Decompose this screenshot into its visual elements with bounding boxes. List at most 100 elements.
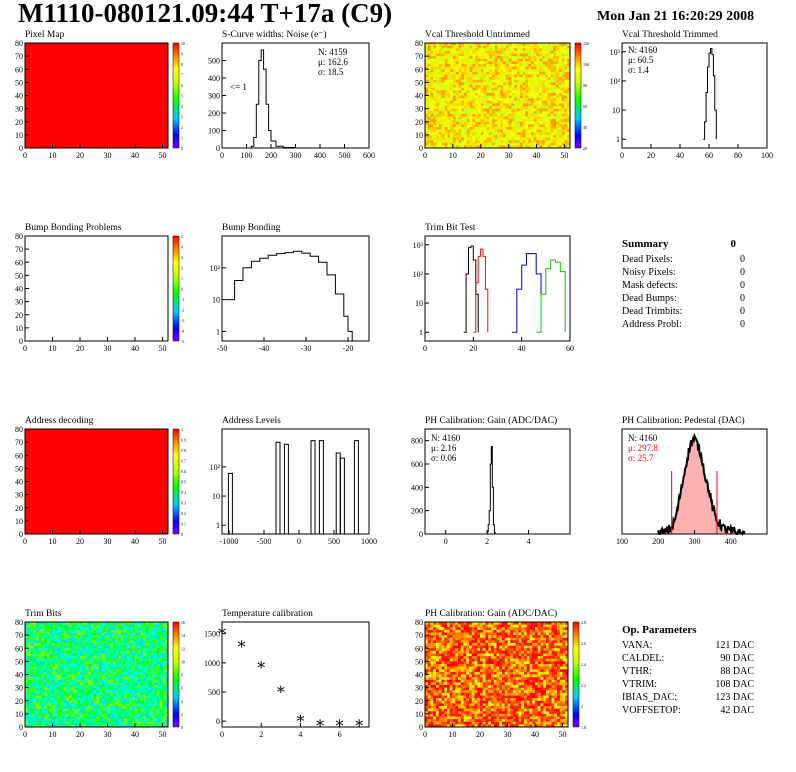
heatmap-cell [66,719,70,723]
heatmap-cell [49,703,53,707]
heatmap-cell [159,687,163,691]
heatmap-cell [93,721,97,725]
heatmap-cell [52,632,56,636]
heatmap-cell [477,98,482,102]
heatmap-cell [430,682,434,686]
heatmap-cell [427,706,431,709]
heatmap-cell [455,61,459,65]
heatmap-cell [536,53,540,57]
heatmap-cell [455,129,459,133]
heatmap-cell [544,74,548,78]
colorbar-tick-label: 6 [181,686,183,691]
colorbar-tick-label: 4 [181,699,183,704]
heatmap-cell [25,700,29,704]
heatmap-cell [544,48,548,52]
heatmap-cell [522,134,526,138]
heatmap-cell [82,629,86,633]
heatmap-cell [52,706,56,709]
heatmap-cell [450,132,454,136]
heatmap-cell [135,658,139,662]
heatmap-cell [27,658,31,662]
heatmap-cell [159,708,163,712]
heatmap-cell [525,134,529,138]
heatmap-cell [564,129,568,133]
heatmap-cell [71,661,75,665]
heatmap-cell [124,627,128,631]
heatmap-cell [69,671,73,675]
heatmap-cell [80,666,84,670]
heatmap-cell [104,624,108,628]
heatmap-cell [121,700,125,704]
heatmap-cell [438,627,442,631]
heatmap-cell [477,45,482,49]
heatmap-cell [118,627,122,631]
heatmap-cell [151,703,155,707]
heatmap-cell [71,643,75,646]
heatmap-cell [137,713,141,717]
heatmap-cell [494,77,498,81]
heatmap-cell [522,66,526,70]
heatmap-cell [536,119,540,123]
heatmap-cell [472,129,476,133]
heatmap-cell [27,643,31,646]
heatmap-cell [88,632,92,636]
underflow-annotation: <= 1 [230,82,247,92]
heatmap-cell [135,706,139,709]
heatmap-cell [77,711,81,715]
heatmap-cell [425,58,429,62]
peak [353,440,359,534]
heatmap-cell [137,690,141,694]
heatmap-cell [58,627,62,631]
stats-line: N: 4159 [318,47,348,57]
heatmap-cell [550,137,554,141]
heatmap-cell [159,674,163,678]
colorbar-tick-label: 40 [583,125,587,130]
heatmap-cell [539,116,543,120]
heatmap-cell [99,645,103,649]
heatmap-cell [553,79,557,83]
heatmap-cell [519,111,523,115]
heatmap-cell [533,106,537,109]
heatmap-cell [77,719,81,723]
heatmap-cell [41,685,45,688]
heatmap-cell [427,95,431,99]
heatmap-cell [58,635,62,639]
heatmap-cell [525,66,529,70]
heatmap-cell [96,656,100,660]
heatmap-cell [60,666,64,670]
heatmap-cell [124,632,128,636]
heatmap-cell [530,43,535,46]
heatmap-cell [533,124,537,128]
heatmap-cell [69,721,73,725]
heatmap-cell [461,140,465,144]
heatmap-cell [38,687,42,691]
x-tick-label: 40 [131,344,139,353]
heatmap-cell [511,129,515,133]
heatmap-cell [547,121,551,125]
heatmap-cell [33,661,37,665]
heatmap-cell [91,645,95,649]
heatmap-cell [447,145,451,149]
heatmap-cell [536,140,540,144]
heatmap-cell [441,632,445,636]
heatmap-cell [458,121,462,125]
heatmap-cell [475,71,479,75]
heatmap-cell [115,648,119,652]
heatmap-cell [33,640,37,644]
heatmap-cell [140,713,144,717]
heatmap-cell [539,82,543,86]
heatmap-cell [102,656,106,660]
heatmap-cell [80,658,84,662]
heatmap-cell [126,711,130,715]
heatmap-cell [561,69,565,73]
heatmap-cell [41,648,45,652]
heatmap-cell [430,103,434,107]
heatmap-cell [522,50,526,54]
heatmap-cell [66,685,70,688]
heatmap-cell [497,45,501,49]
heatmap-cell [80,700,84,704]
heatmap-cell [146,661,150,665]
heatmap-cell [427,140,431,144]
histogram-line [246,49,296,149]
heatmap-cell [441,627,445,631]
